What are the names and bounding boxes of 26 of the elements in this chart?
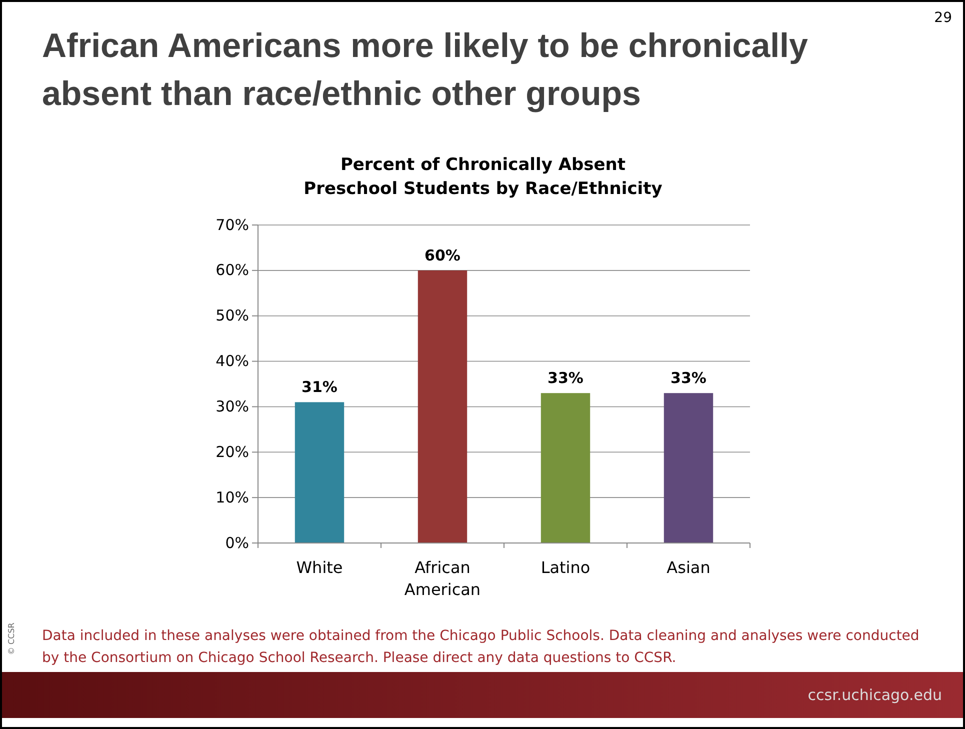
x-tick-label: Latino (540, 558, 590, 577)
bar (418, 270, 468, 543)
bar (664, 393, 714, 543)
data-label: 60% (424, 246, 460, 264)
x-tick-label: African American (404, 558, 481, 599)
text: © CCSR (7, 622, 16, 655)
y-tick-label: 70% (216, 216, 249, 234)
bar (294, 402, 344, 543)
y-tick-label: 20% (216, 442, 249, 461)
text: Data included in these analyses were obtained from the Chicago Public Schools. Data cleaning and analyses were conducted by the Consortium on Chicago School Research. Please direct any data questions to CCSR. (42, 628, 920, 666)
text: 29 (934, 10, 952, 26)
y-tick-label: 50% (216, 306, 249, 325)
bar (540, 393, 590, 543)
y-tick-label: 30% (216, 398, 249, 416)
x-tick-label: White (296, 558, 343, 577)
chart-subtitle: Percent of Chronically Absent Preschool Students by Race/Ethnicity (304, 155, 662, 199)
data-label: 33% (548, 369, 584, 388)
chart-title: African Americans more likely to be chronically absent than race/ethnic other groups (42, 27, 808, 113)
y-tick-label: 60% (216, 261, 249, 280)
y-tick-label: 40% (216, 352, 249, 370)
y-tick-label: 0% (225, 534, 249, 552)
y-tick-label: 10% (216, 488, 249, 506)
x-tick-label: Asian (666, 558, 710, 577)
data-label: 33% (670, 369, 706, 388)
data-label: 31% (302, 378, 338, 396)
text: ccsr.uchicago.edu (808, 686, 942, 704)
